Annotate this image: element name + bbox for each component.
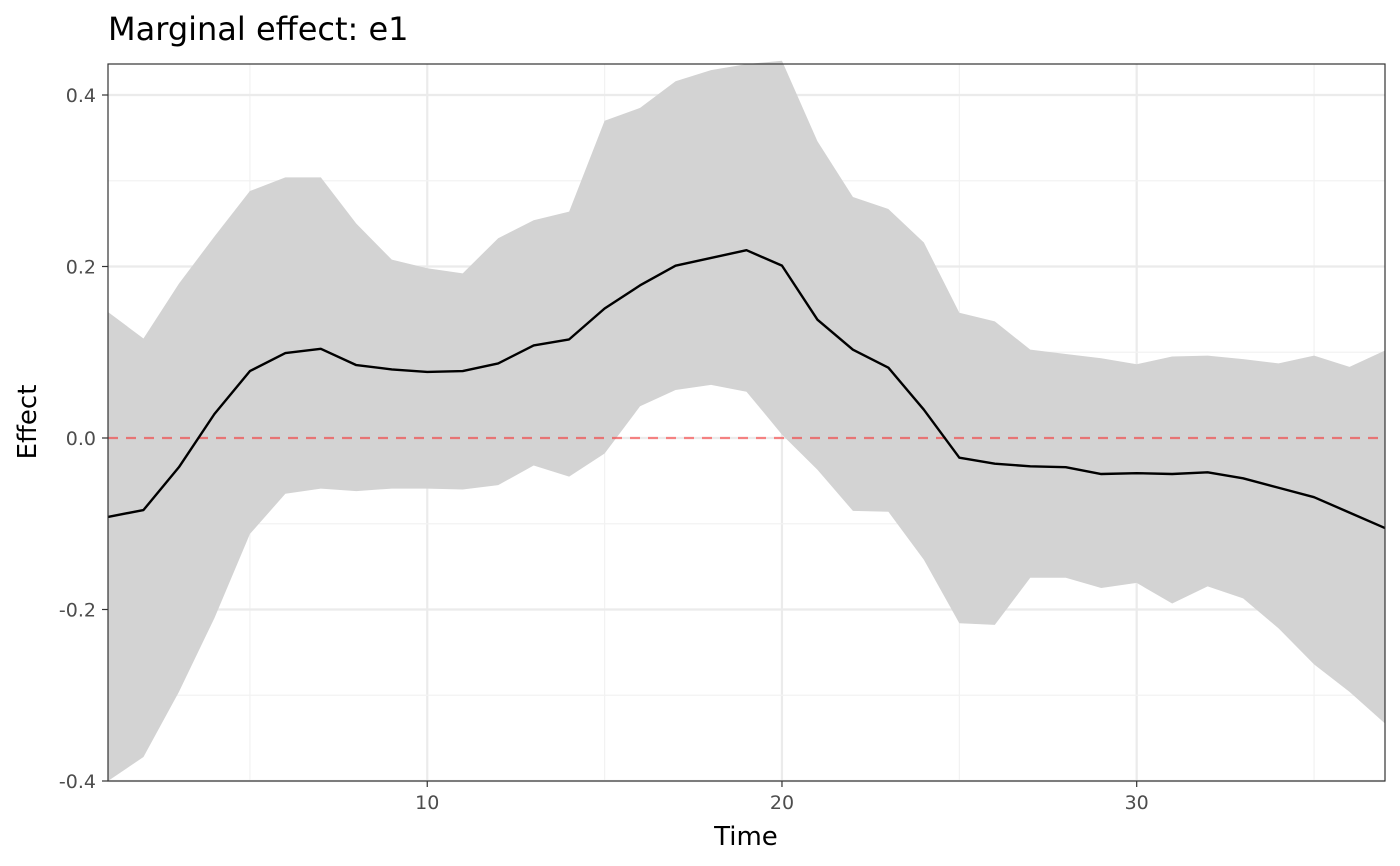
data-point	[1277, 487, 1279, 489]
x-tick-label: 10	[415, 792, 439, 814]
data-point	[1135, 472, 1137, 474]
confidence-band-layer	[108, 60, 1385, 781]
data-point	[852, 348, 854, 350]
confidence-band	[108, 60, 1385, 781]
y-tick-label: -0.2	[59, 600, 96, 622]
data-point	[958, 457, 960, 459]
x-tick-label: 20	[770, 792, 794, 814]
data-point	[1206, 471, 1208, 473]
data-point	[1171, 473, 1173, 475]
data-point	[1029, 465, 1031, 467]
data-point	[320, 348, 322, 350]
data-point	[497, 362, 499, 364]
data-point	[1242, 477, 1244, 479]
data-point	[532, 344, 534, 346]
y-tick-label: 0.2	[66, 257, 96, 279]
data-point	[426, 371, 428, 373]
data-point	[745, 249, 747, 251]
data-point	[568, 338, 570, 340]
data-point	[816, 318, 818, 320]
data-point	[674, 264, 676, 266]
data-point	[1313, 496, 1315, 498]
data-point	[1065, 466, 1067, 468]
plot-panel-border	[107, 63, 1386, 782]
x-tick-label: 30	[1125, 792, 1149, 814]
data-point	[213, 413, 215, 415]
effect-line-layer	[107, 249, 1386, 530]
data-point	[710, 257, 712, 259]
axes: 10 20 30 -0.4 -0.2 0.0 0.2 0.4	[59, 85, 1149, 814]
data-point	[994, 463, 996, 465]
y-axis-title: Effect	[13, 385, 43, 460]
data-point	[284, 352, 286, 354]
data-point	[887, 366, 889, 368]
y-tick-label: 0.4	[66, 85, 96, 107]
data-point	[639, 284, 641, 286]
data-point	[142, 509, 144, 511]
data-point	[462, 370, 464, 372]
effect-line	[107, 249, 1386, 530]
data-point	[1100, 473, 1102, 475]
data-point	[355, 364, 357, 366]
data-point	[923, 409, 925, 411]
data-point	[178, 466, 180, 468]
data-point	[603, 307, 605, 309]
y-tick-label: -0.4	[59, 771, 96, 793]
x-axis-title: Time	[713, 822, 778, 852]
data-point	[391, 368, 393, 370]
chart-title: Marginal effect: e1	[108, 10, 409, 48]
y-tick-label: 0.0	[66, 428, 96, 450]
data-point	[1348, 511, 1350, 513]
data-point	[249, 370, 251, 372]
data-point	[781, 264, 783, 266]
